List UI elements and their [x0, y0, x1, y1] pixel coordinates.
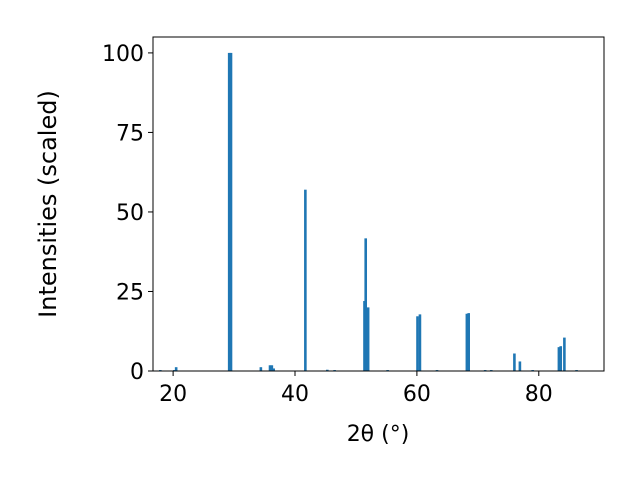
bar [364, 238, 368, 371]
bar [563, 337, 566, 371]
bar [326, 369, 329, 371]
x-tick-label: 80 [525, 382, 553, 407]
bar [467, 313, 470, 371]
bar [513, 353, 516, 371]
x-tick-label: 40 [281, 382, 309, 407]
bar [270, 365, 274, 371]
bar [229, 52, 233, 372]
bar [518, 361, 522, 371]
y-axis-label: Intensities (scaled) [34, 90, 62, 318]
bar [465, 313, 469, 371]
x-tick-label: 60 [403, 382, 431, 407]
y-tick-label: 0 [130, 360, 144, 385]
plot-frame [152, 36, 605, 372]
bar [227, 52, 231, 372]
bar [559, 346, 563, 371]
y-tick-label: 50 [116, 201, 144, 226]
y-tick-label: 25 [116, 280, 144, 305]
x-tick-label: 20 [159, 382, 187, 407]
bar [366, 307, 370, 371]
bar [272, 368, 275, 371]
x-axis-label: 2θ (°) [347, 422, 410, 447]
y-tick-label: 75 [116, 121, 144, 146]
bar [557, 347, 561, 371]
bar [418, 314, 422, 371]
bar [259, 367, 263, 371]
bar [174, 367, 178, 371]
bar [416, 316, 419, 371]
bar [268, 365, 272, 371]
bar [304, 189, 307, 371]
y-tick-label: 100 [102, 42, 144, 67]
